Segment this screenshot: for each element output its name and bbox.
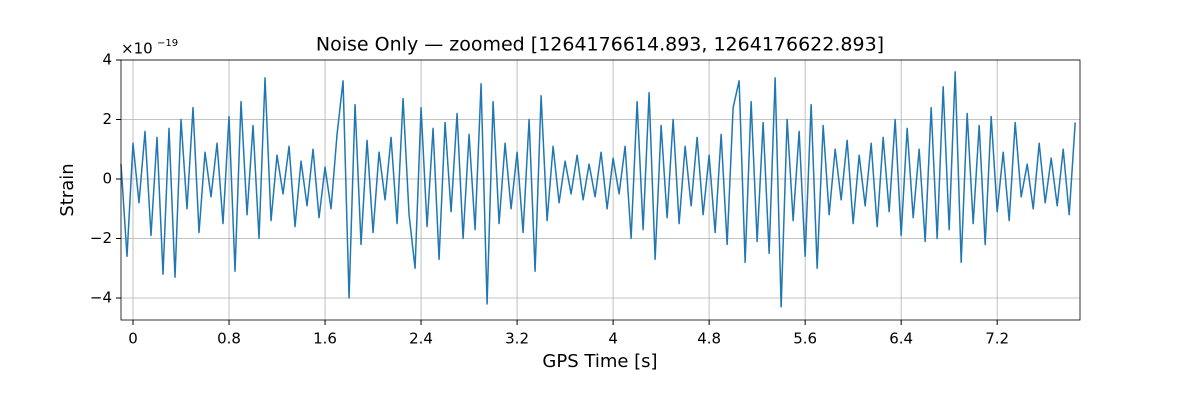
x-axis-label: GPS Time [s] — [542, 351, 657, 372]
data-line — [120, 71, 1076, 308]
y-tick-label: 0 — [102, 169, 112, 187]
x-tick-label: 5.6 — [793, 330, 817, 348]
plot-frame — [120, 59, 1081, 321]
y-tick-label: 4 — [102, 51, 112, 69]
y-axis-label: Strain — [57, 163, 78, 216]
y-exponent: −19 — [157, 38, 178, 49]
x-tick-label: 0.8 — [217, 330, 241, 348]
x-tick-label: 2.4 — [409, 330, 433, 348]
x-tick-label: 1.6 — [313, 330, 337, 348]
x-tick-label: 6.4 — [889, 330, 913, 348]
x-tick-label: 0 — [128, 330, 138, 348]
x-tick-label: 4 — [608, 330, 618, 348]
y-multiplier: ×10 — [121, 40, 153, 58]
y-tick-label: −4 — [90, 288, 112, 306]
x-tick-label: 7.2 — [985, 330, 1009, 348]
y-tick-label: 2 — [102, 110, 112, 128]
chart-title: Noise Only — zoomed [1264176614.893, 126… — [316, 34, 884, 56]
x-tick-label: 3.2 — [505, 330, 529, 348]
x-tick-label: 4.8 — [697, 330, 721, 348]
y-tick-label: −2 — [90, 229, 112, 247]
